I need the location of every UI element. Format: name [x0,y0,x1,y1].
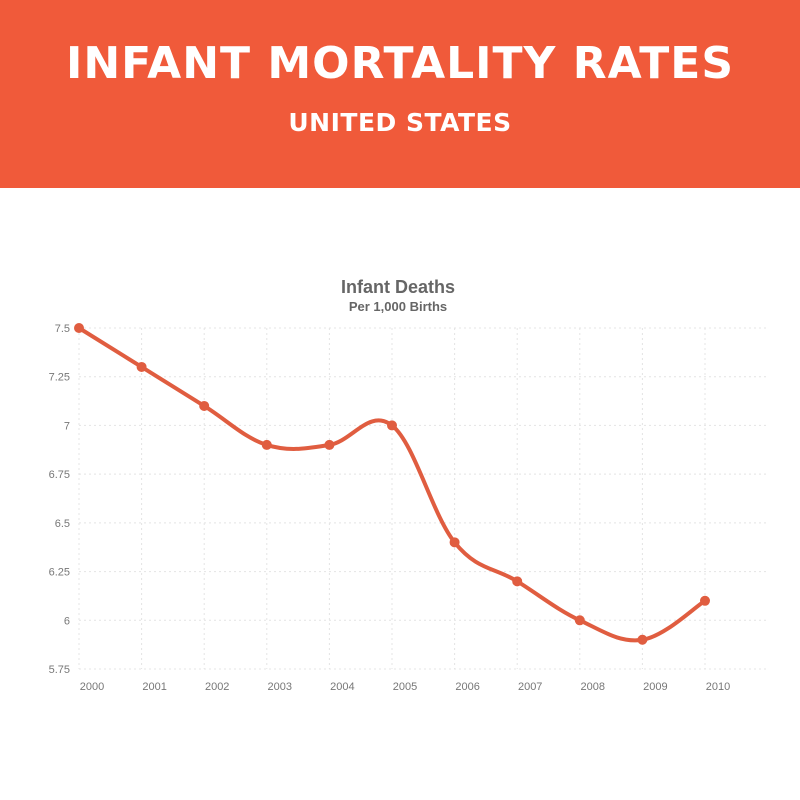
data-point [387,420,397,431]
data-point [700,595,710,606]
data-point [136,361,147,372]
line-chart: Infant Deaths Per 1,000 Births 7.5 7.25 7 6… [49,277,768,693]
data-point [261,439,272,450]
page-title: INFANT MORTALITY RATES [65,38,735,89]
x-tick-label: 2000 [80,681,104,693]
x-tick-label: 2006 [455,681,479,693]
y-axis: 7.5 7.25 7 6.75 6.5 6.25 6 5.75 [49,323,70,676]
x-tick-label: 2002 [205,681,229,693]
x-tick-label: 2009 [643,681,667,693]
y-tick-label: 6.25 [49,567,70,579]
x-tick-label: 2001 [142,681,166,693]
y-tick-label: 6 [64,615,70,627]
data-point [512,576,523,587]
y-tick-label: 5.75 [49,664,70,676]
x-tick-label: 2010 [706,681,730,693]
data-point [637,634,648,645]
page-subtitle: UNITED STATES [288,108,512,137]
chart-title: Infant Deaths [341,277,455,297]
y-tick-label: 7.25 [49,372,70,384]
data-point [74,323,84,333]
y-tick-label: 7 [64,420,70,432]
data-point [324,439,335,450]
x-tick-label: 2004 [330,681,354,693]
x-axis: 2000 2001 2002 2003 2004 2005 2006 2007 2008 2009… [80,681,730,693]
data-point [574,615,585,626]
y-tick-label: 6.75 [49,469,70,481]
y-tick-label: 6.5 [55,518,70,530]
x-tick-label: 2008 [581,681,605,693]
series-layer [74,323,710,645]
x-tick-label: 2005 [393,681,417,693]
header-banner: INFANT MORTALITY RATES UNITED STATES [0,0,800,188]
chart-subtitle: Per 1,000 Births [349,299,447,314]
y-tick-label: 7.5 [55,323,70,335]
chart-grid [78,327,768,670]
x-tick-label: 2007 [518,681,542,693]
data-point [449,537,460,548]
x-tick-label: 2003 [268,681,292,693]
data-point [199,400,210,411]
